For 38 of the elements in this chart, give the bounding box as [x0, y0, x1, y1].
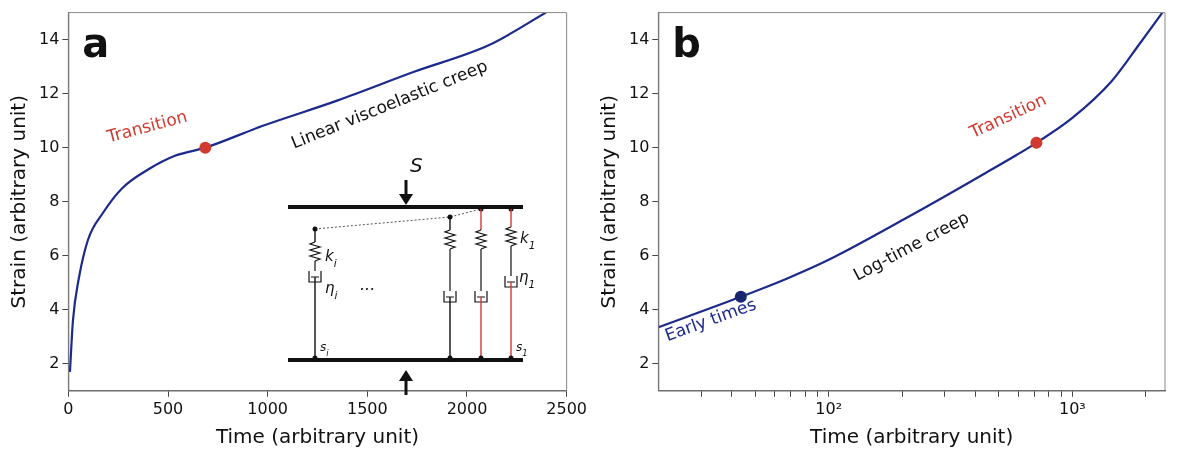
y-tick-label: 4: [49, 298, 60, 318]
x-axis-title: Time (arbitrary unit): [214, 424, 420, 449]
x-axis-title: Time (arbitrary unit): [809, 424, 1014, 449]
y-tick-label: 12: [629, 82, 650, 102]
y-tick-label: 10: [629, 136, 650, 156]
annotation: Early times: [661, 293, 759, 346]
y-tick-label: 12: [39, 82, 60, 102]
annotation: b: [672, 19, 701, 66]
x-tick-label: 0: [63, 398, 74, 418]
annotation: η$_{i}$: [325, 279, 338, 301]
x-tick-label: 10²: [815, 398, 843, 418]
x-tick-label: 500: [152, 398, 184, 418]
y-tick-label: 4: [639, 298, 650, 318]
y-tick-label: 2: [49, 352, 60, 372]
x-tick-label: 1000: [247, 398, 289, 418]
y-tick-label: 6: [49, 244, 60, 264]
y-axis-title: Strain (arbitrary unit): [6, 94, 31, 309]
annotation: k$_{1}$: [520, 229, 536, 251]
line-series: [68, 12, 548, 373]
y-tick-label: 10: [39, 136, 60, 156]
y-axis-title: Strain (arbitrary unit): [596, 94, 621, 309]
annotation: s$_{i}$: [320, 340, 330, 358]
y-tick-label: 14: [39, 28, 60, 48]
y-tick-label: 14: [629, 28, 650, 48]
x-tick-label: 2000: [446, 398, 488, 418]
annotation: a: [82, 19, 110, 66]
annotation: k$_{i}$: [325, 247, 337, 269]
annotation: s$_{1}$: [516, 340, 528, 358]
y-tick-label: 2: [639, 352, 650, 372]
annotation: S: [410, 153, 423, 177]
x-tick-label: 10³: [1058, 398, 1086, 418]
y-tick-label: 6: [639, 244, 650, 264]
annotation: ...: [360, 275, 376, 294]
x-tick-label: 2500: [546, 398, 587, 418]
x-tick-label: 1500: [346, 398, 388, 418]
y-tick-label: 8: [639, 190, 650, 210]
annotation: η$_{1}$: [519, 268, 536, 290]
y-tick-label: 8: [49, 190, 60, 210]
